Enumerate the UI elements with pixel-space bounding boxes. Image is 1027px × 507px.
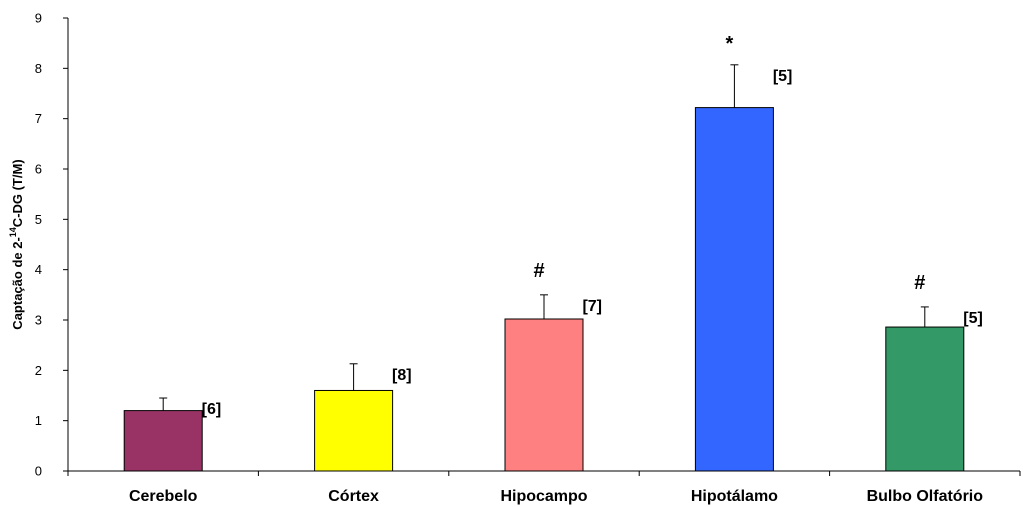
bar-group: [7] # Hipocampo (500, 260, 602, 505)
bar (123, 410, 203, 472)
sample-size-label: [5] (963, 310, 983, 327)
y-axis-label-part1: Captação de 2- (10, 237, 25, 329)
category-label: Bulbo Olfatório (867, 488, 984, 505)
bar-group: [8] Córtex (314, 363, 412, 505)
category-label: Hipotálamo (691, 488, 778, 505)
sample-size-label: [8] (392, 367, 412, 384)
category-label: Cerebelo (129, 488, 198, 505)
bar-group: [5] # Bulbo Olfatório (867, 272, 984, 505)
y-tick-label: 1 (35, 413, 42, 428)
y-tick-label: 8 (35, 61, 42, 76)
bar (504, 318, 584, 472)
y-tick-label: 7 (35, 111, 42, 126)
category-label: Hipocampo (500, 488, 587, 505)
bar (694, 107, 774, 472)
bar (314, 389, 394, 472)
y-tick-label: 6 (35, 162, 42, 177)
significance-marker: # (533, 260, 544, 282)
y-tick-label: 2 (35, 363, 42, 378)
category-label: Córtex (328, 488, 379, 505)
y-axis-label-superscript: 14 (8, 227, 18, 237)
y-tick-label: 9 (35, 11, 42, 26)
significance-marker: # (914, 272, 925, 294)
sample-size-label: [7] (582, 298, 602, 315)
y-tick-label: 4 (35, 262, 42, 277)
sample-size-label: [5] (773, 68, 793, 85)
y-tick-label: 5 (35, 212, 42, 227)
bar (885, 326, 965, 472)
x-axis (67, 470, 1021, 476)
y-tick-label: 3 (35, 313, 42, 328)
bar-group: [5] * Hipotálamo (691, 33, 793, 505)
y-axis-label: Captação de 2-14C-DG (T/M) (8, 159, 25, 329)
y-axis-label-part2: C-DG (T/M) (10, 159, 25, 227)
sample-size-label: [6] (202, 401, 222, 418)
significance-marker: * (726, 33, 734, 55)
bar-group: [6] Cerebelo (123, 397, 222, 505)
y-axis: 0 1 2 3 4 5 6 7 8 9 (35, 11, 69, 479)
y-tick-label: 0 (35, 464, 42, 479)
